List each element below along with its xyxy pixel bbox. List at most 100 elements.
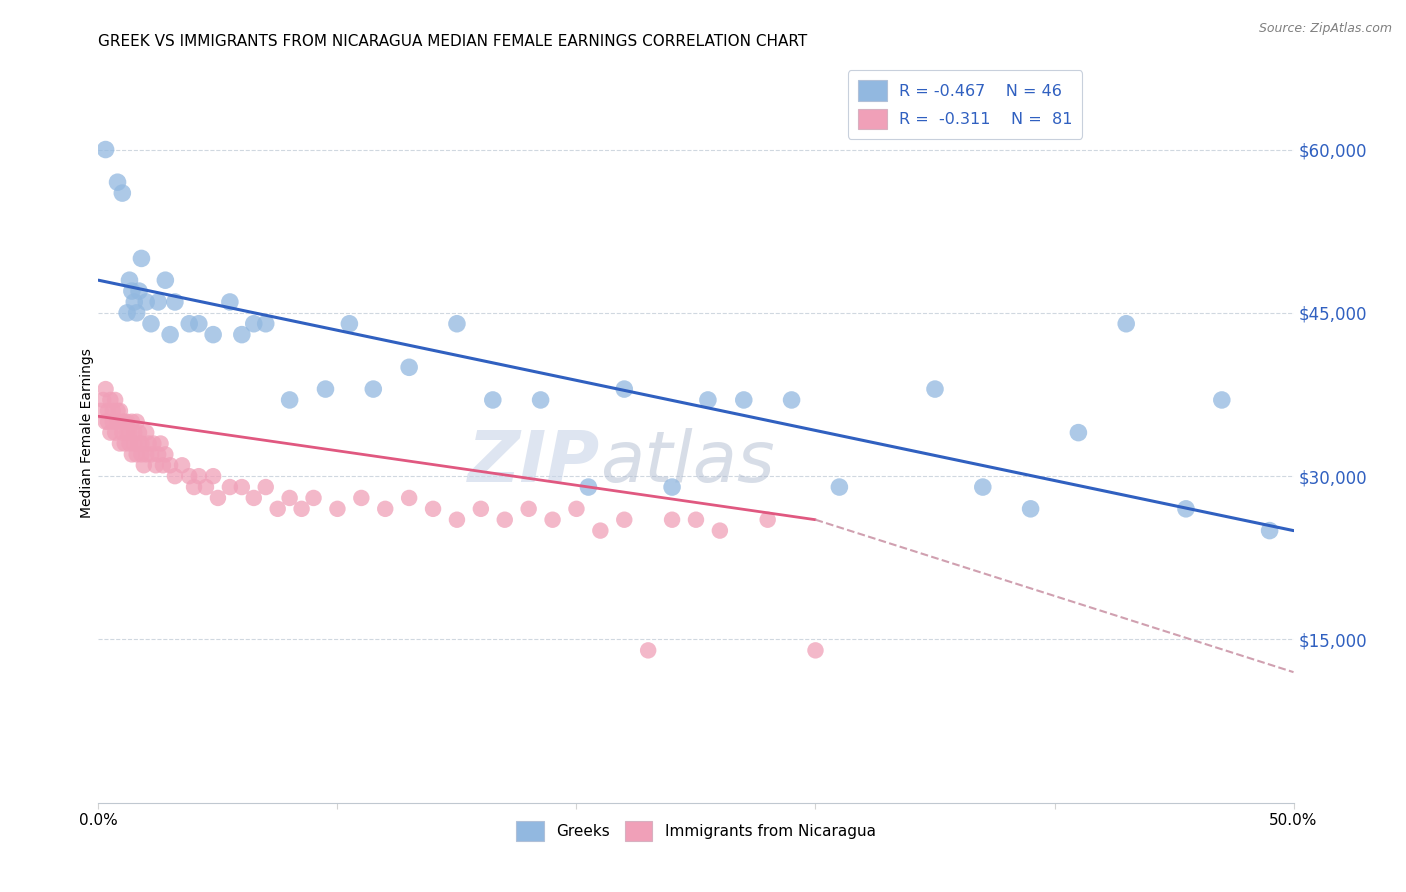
Point — [124, 436, 146, 450]
Point — [111, 425, 134, 440]
Point — [131, 252, 153, 266]
Point — [231, 327, 253, 342]
Point — [374, 501, 396, 516]
Point — [302, 491, 325, 505]
Point — [148, 295, 170, 310]
Point — [828, 480, 851, 494]
Point — [94, 382, 117, 396]
Point — [138, 436, 160, 450]
Point — [179, 469, 201, 483]
Point — [118, 436, 141, 450]
Point — [125, 415, 148, 429]
Point — [589, 524, 612, 538]
Point — [135, 425, 157, 440]
Point — [470, 501, 492, 516]
Point — [97, 404, 120, 418]
Point — [108, 404, 131, 418]
Point — [613, 382, 636, 396]
Point — [709, 524, 731, 538]
Point — [91, 392, 114, 407]
Point — [350, 491, 373, 505]
Point — [128, 436, 150, 450]
Text: Source: ZipAtlas.com: Source: ZipAtlas.com — [1258, 22, 1392, 36]
Point — [422, 501, 444, 516]
Point — [114, 436, 136, 450]
Point — [132, 458, 155, 473]
Point — [98, 392, 122, 407]
Point — [243, 317, 266, 331]
Point — [94, 415, 117, 429]
Point — [278, 491, 301, 505]
Point — [108, 436, 131, 450]
Point — [363, 382, 385, 396]
Point — [541, 513, 564, 527]
Point — [243, 491, 266, 505]
Point — [124, 425, 146, 440]
Point — [202, 469, 225, 483]
Point — [107, 404, 129, 418]
Point — [97, 415, 120, 429]
Point — [756, 513, 779, 527]
Point — [202, 327, 225, 342]
Point — [1019, 501, 1042, 516]
Point — [90, 404, 112, 418]
Point — [139, 447, 162, 461]
Y-axis label: Median Female Earnings: Median Female Earnings — [80, 348, 94, 517]
Point — [149, 436, 172, 450]
Point — [637, 643, 659, 657]
Point — [804, 643, 827, 657]
Point — [115, 425, 138, 440]
Point — [780, 392, 803, 407]
Point — [94, 143, 117, 157]
Point — [219, 295, 242, 310]
Point — [139, 317, 162, 331]
Point — [128, 425, 150, 440]
Point — [104, 425, 127, 440]
Point — [1258, 524, 1281, 538]
Point — [578, 480, 600, 494]
Point — [104, 392, 127, 407]
Point — [114, 415, 136, 429]
Point — [179, 317, 201, 331]
Point — [530, 392, 553, 407]
Point — [733, 392, 755, 407]
Point — [685, 513, 707, 527]
Point — [1115, 317, 1137, 331]
Point — [697, 392, 720, 407]
Point — [101, 404, 124, 418]
Point — [1211, 392, 1233, 407]
Point — [254, 317, 277, 331]
Point — [131, 436, 153, 450]
Point — [231, 480, 253, 494]
Point — [115, 306, 138, 320]
Point — [101, 415, 124, 429]
Point — [924, 382, 946, 396]
Point — [107, 415, 129, 429]
Point — [163, 295, 186, 310]
Point — [107, 175, 129, 189]
Point — [124, 295, 146, 310]
Point — [121, 447, 143, 461]
Legend: Greeks, Immigrants from Nicaragua: Greeks, Immigrants from Nicaragua — [510, 815, 882, 847]
Point — [145, 458, 167, 473]
Point — [183, 480, 205, 494]
Point — [121, 415, 143, 429]
Point — [661, 480, 683, 494]
Point — [207, 491, 229, 505]
Point — [125, 447, 148, 461]
Point — [339, 317, 361, 331]
Point — [128, 284, 150, 298]
Point — [315, 382, 337, 396]
Point — [187, 317, 209, 331]
Point — [152, 458, 174, 473]
Point — [98, 425, 122, 440]
Point — [398, 491, 420, 505]
Point — [121, 284, 143, 298]
Point — [446, 513, 468, 527]
Text: atlas: atlas — [600, 428, 775, 497]
Point — [111, 415, 134, 429]
Point — [125, 306, 148, 320]
Point — [613, 513, 636, 527]
Point — [661, 513, 683, 527]
Point — [142, 436, 165, 450]
